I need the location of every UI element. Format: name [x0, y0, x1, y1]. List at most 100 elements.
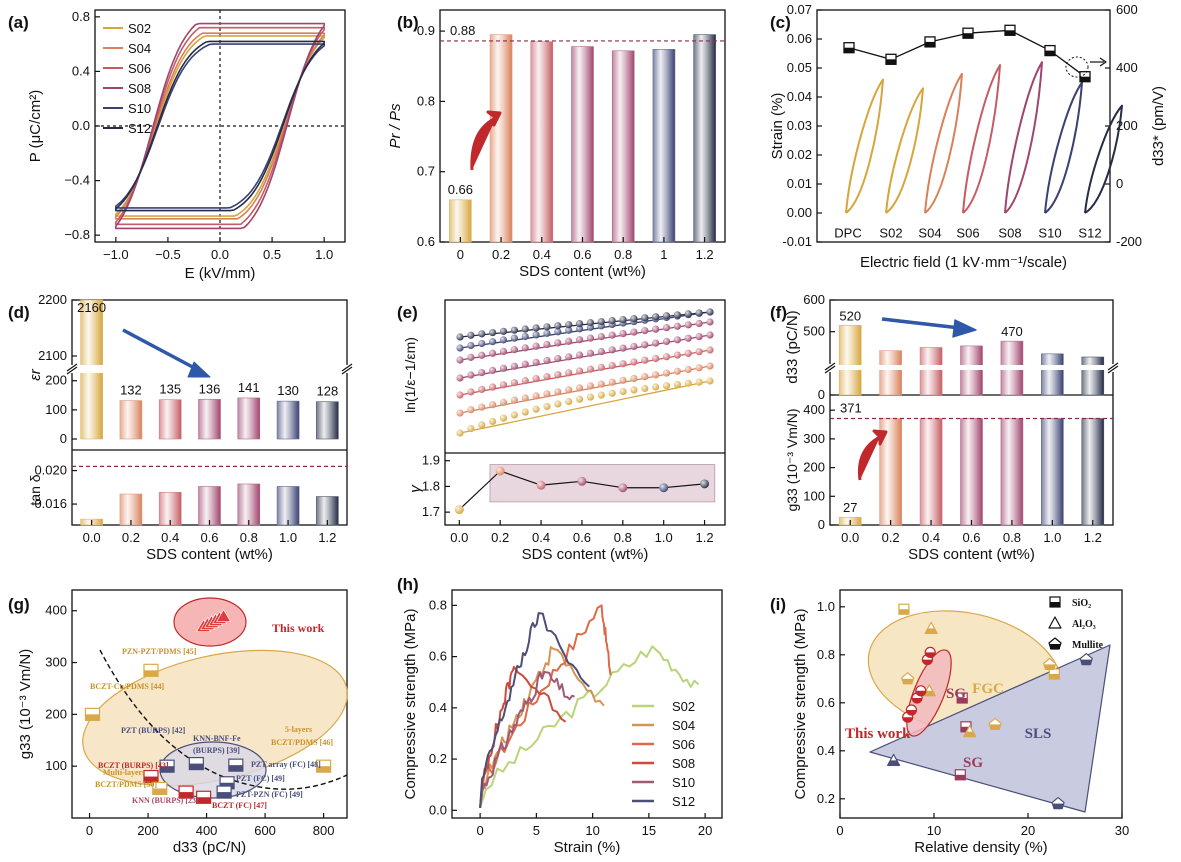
data-point — [652, 383, 660, 391]
data-point — [586, 349, 595, 357]
d33-bar — [1081, 356, 1105, 396]
marker-fill — [217, 792, 232, 799]
data-point — [662, 337, 671, 346]
trend-arrow — [122, 328, 203, 374]
marker-fill — [887, 760, 900, 766]
data-point — [608, 389, 616, 397]
data-point — [608, 346, 616, 354]
y-axis-label: d33 (pC/N) — [784, 310, 801, 383]
marker-fill — [143, 776, 158, 783]
data-label: 520 — [839, 308, 861, 323]
highlight-region — [489, 464, 716, 503]
legend-label: S04 — [128, 41, 151, 56]
marker-fill — [1080, 76, 1090, 82]
axis-break — [68, 365, 78, 373]
hysteresis-loop-S12 — [115, 40, 325, 212]
y-axis-label: ln(1/ε−1/εm) — [402, 337, 418, 413]
point-label: BCZT/PDMS [46] — [271, 738, 333, 747]
data-point — [575, 320, 584, 328]
data-point — [467, 341, 475, 350]
tick-label: 600 — [803, 292, 825, 307]
data-point — [510, 326, 518, 334]
legend-label: S12 — [672, 794, 695, 809]
break-mark — [341, 366, 353, 375]
data-point — [641, 314, 649, 322]
data-point — [489, 338, 497, 346]
tick-label: 0.0 — [450, 530, 468, 545]
x-axis-label: Strain (%) — [554, 839, 621, 856]
data-point — [532, 358, 540, 366]
data-label: 128 — [317, 384, 339, 399]
tick-label: 0.4 — [922, 530, 940, 545]
tick-label: 0 — [1116, 176, 1123, 191]
data-point — [706, 362, 714, 370]
tick-label: 1 — [660, 247, 667, 262]
data-point — [554, 400, 562, 408]
panel-label: (h) — [397, 575, 419, 594]
data-point — [673, 322, 681, 330]
tick-label: 200 — [803, 460, 825, 475]
panel-label: (b) — [397, 13, 419, 32]
data-point — [673, 336, 681, 344]
y-axis-label: Pr / Ps — [387, 103, 404, 149]
data-point — [619, 316, 627, 324]
data-point — [597, 363, 605, 371]
data-point — [565, 353, 573, 361]
data-point — [489, 366, 497, 374]
data-point — [706, 346, 714, 354]
x-axis-label: E (kV/mm) — [185, 265, 256, 282]
x-axis-label: Relative density (%) — [914, 839, 1047, 856]
marker-fill — [1045, 50, 1055, 56]
gamma-point — [700, 479, 710, 489]
data-point — [662, 312, 671, 320]
legend-label: S12 — [128, 121, 151, 136]
legend-label: S08 — [128, 81, 151, 96]
data-point — [684, 379, 692, 387]
data-point — [608, 378, 616, 386]
tick-label: 0.01 — [787, 176, 812, 191]
data-point — [619, 376, 627, 384]
data-point — [662, 353, 671, 361]
tick-label: 0.2 — [492, 247, 510, 262]
data-point — [532, 392, 540, 400]
data-point — [532, 375, 540, 383]
bar — [237, 397, 261, 440]
legend-label: S02 — [672, 699, 695, 714]
d33-bar — [919, 347, 943, 396]
point-label: PZN-PZT/PDMS [45] — [122, 647, 197, 656]
data-point — [673, 351, 681, 359]
data-point — [706, 377, 714, 385]
data-point — [499, 327, 508, 335]
data-point — [554, 371, 562, 379]
data-point — [521, 408, 529, 416]
break-mark — [824, 365, 836, 374]
annotation-value: 0.66 — [448, 182, 473, 197]
sample-label: S04 — [918, 226, 941, 241]
data-point — [456, 356, 464, 364]
legend-label: Mullite — [1072, 640, 1104, 651]
marker-fill — [1053, 803, 1064, 809]
tick-label: 0.04 — [787, 89, 812, 104]
fit-line — [459, 311, 711, 338]
y-axis-label: εr — [27, 368, 44, 381]
point-label: KNN (BURPS) [23] — [132, 796, 199, 805]
stress-strain-S08 — [479, 665, 567, 808]
break-mark — [341, 363, 353, 372]
marker-fill — [886, 59, 896, 65]
region-label: FGC — [972, 681, 1004, 697]
annotation-value: 0.88 — [450, 23, 475, 38]
marker-fill — [196, 797, 211, 804]
region-triangle-sls — [869, 644, 1111, 813]
tan-bar — [237, 483, 261, 526]
tick-label: −0.4 — [64, 173, 90, 188]
tick-label: 1.8 — [422, 478, 440, 493]
data-point — [586, 365, 595, 373]
bar — [449, 199, 472, 243]
d33-bar — [838, 325, 862, 396]
tick-label: 200 — [45, 373, 67, 388]
axis-break — [1107, 364, 1117, 372]
point-label: PZT array (FC) [48] — [251, 760, 321, 769]
data-point — [543, 356, 551, 365]
y2-axis-label: tan δ — [27, 474, 43, 505]
